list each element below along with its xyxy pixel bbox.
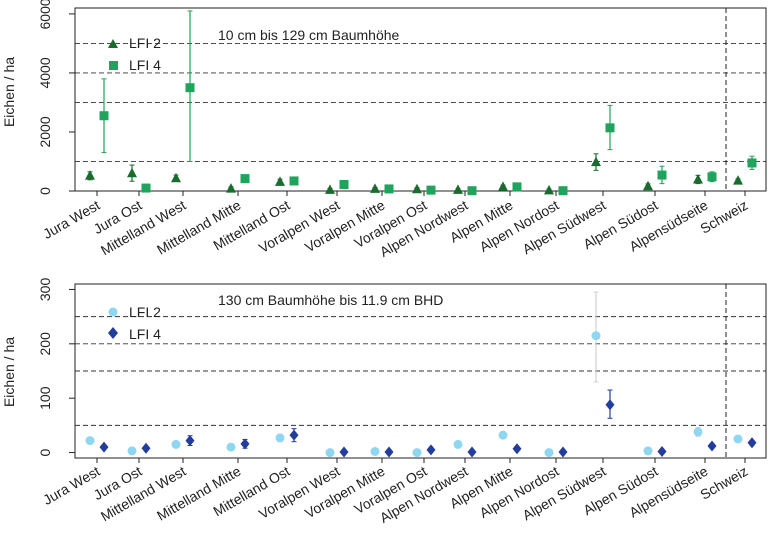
data-point-triangle <box>412 183 422 194</box>
bottom-y-ticks: 0 100 200 300 <box>37 278 75 456</box>
panel-top: Eichen / ha 0 2000 4000 6000 Jura WestJura … <box>1 0 767 260</box>
data-point-circle <box>275 433 285 443</box>
data-point-triangle <box>643 180 653 191</box>
data-point-square <box>141 183 151 193</box>
data-point-square <box>339 180 349 190</box>
top-legend-lfi2-label: LFI 2 <box>129 35 161 51</box>
data-point-triangle <box>370 183 380 193</box>
data-point-square <box>657 170 667 180</box>
data-point-triangle <box>275 176 285 186</box>
data-point-triangle <box>591 156 601 167</box>
data-point-diamond <box>240 438 250 450</box>
data-point-diamond <box>99 441 109 453</box>
data-point-circle <box>171 439 181 449</box>
data-point-triangle <box>693 173 703 184</box>
y-tick-label: 300 <box>37 278 53 302</box>
y-tick-label: 0 <box>37 448 53 456</box>
bottom-gridlines <box>75 316 766 426</box>
data-point-square <box>605 123 615 133</box>
data-point-square <box>747 158 757 168</box>
data-point-triangle <box>544 184 554 195</box>
data-point-circle <box>643 446 653 456</box>
y-tick-label: 4000 <box>37 57 53 88</box>
data-point-diamond <box>339 446 349 458</box>
data-point-diamond <box>467 446 477 458</box>
data-point-circle <box>412 448 422 458</box>
data-point-triangle <box>226 183 236 193</box>
data-point-square <box>707 172 717 182</box>
bottom-data-marks <box>85 291 757 458</box>
data-point-diamond <box>185 435 195 447</box>
bottom-y-axis-label: Eichen / ha <box>1 337 17 407</box>
top-gridlines <box>75 42 766 162</box>
data-point-triangle <box>171 172 181 183</box>
data-point-square <box>289 176 299 186</box>
bottom-legend: LFI 2 LFI 4 <box>108 304 161 342</box>
y-tick-label: 6000 <box>37 0 53 29</box>
y-tick-label: 2000 <box>37 116 53 147</box>
data-point-diamond <box>141 442 151 454</box>
x-tick-label: Jura West <box>40 197 102 242</box>
y-tick-label: 200 <box>37 332 53 356</box>
data-point-circle <box>370 446 380 456</box>
data-point-triangle <box>85 170 95 180</box>
top-legend-lfi2-triangle-icon <box>108 39 118 48</box>
data-point-diamond <box>657 445 667 457</box>
data-point-square <box>558 186 568 196</box>
data-point-square <box>384 184 394 194</box>
y-tick-label: 0 <box>37 187 53 195</box>
data-point-triangle <box>325 184 335 194</box>
data-point-diamond <box>747 437 757 449</box>
x-tick-label: Jura West <box>40 463 102 508</box>
bottom-legend-lfi2-label: LFI 2 <box>129 304 161 320</box>
bottom-legend-lfi4-diamond-icon <box>108 327 118 339</box>
data-point-square <box>240 174 250 184</box>
top-y-axis-label: Eichen / ha <box>1 57 17 127</box>
data-point-diamond <box>707 440 717 452</box>
top-legend-lfi2-circle-icon <box>108 307 118 317</box>
data-point-square <box>426 185 436 195</box>
data-point-circle <box>733 434 743 444</box>
data-point-diamond <box>605 399 615 411</box>
top-panel-title: 10 cm bis 129 cm Baumhöhe <box>218 27 400 43</box>
bottom-panel-title: 130 cm Baumhöhe bis 11.9 cm BHD <box>218 292 443 308</box>
data-point-triangle <box>733 175 743 185</box>
data-point-circle <box>226 442 236 452</box>
data-point-triangle <box>498 181 508 191</box>
bottom-legend-lfi4-label: LFI 4 <box>129 326 161 342</box>
top-y-ticks: 0 2000 4000 6000 <box>37 0 75 195</box>
data-point-circle <box>453 439 463 449</box>
data-point-diamond <box>558 446 568 458</box>
data-point-triangle <box>127 167 137 178</box>
bottom-plot-frame <box>74 283 767 459</box>
data-point-square <box>467 186 477 196</box>
data-point-circle <box>85 436 95 446</box>
y-tick-label: 100 <box>37 386 53 410</box>
data-point-square <box>99 111 109 121</box>
data-point-circle <box>498 430 508 440</box>
data-point-circle <box>544 448 554 458</box>
data-point-square <box>185 83 195 93</box>
data-point-circle <box>693 427 703 437</box>
data-point-circle <box>591 331 601 341</box>
top-legend-lfi4-square-icon <box>109 61 118 70</box>
data-point-circle <box>325 448 335 458</box>
data-point-diamond <box>289 429 299 441</box>
top-plot-frame <box>74 7 767 192</box>
data-point-circle <box>127 446 137 456</box>
data-point-square <box>512 182 522 192</box>
top-legend-lfi4-label: LFI 4 <box>129 57 161 73</box>
top-legend: LFI 2 LFI 4 <box>108 35 161 73</box>
data-point-diamond <box>384 446 394 458</box>
data-point-diamond <box>426 444 436 456</box>
data-point-diamond <box>512 443 522 455</box>
top-data-marks <box>85 10 757 196</box>
data-point-triangle <box>453 184 463 194</box>
